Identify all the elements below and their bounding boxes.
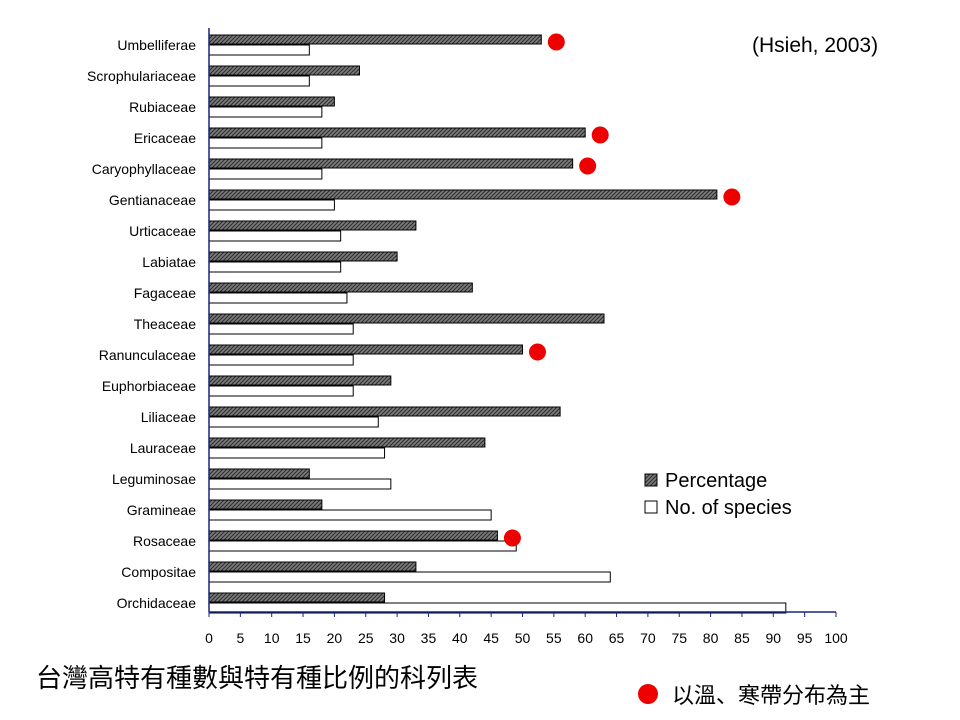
category-label-labiatae: Labiatae (142, 254, 196, 270)
legend-label-species: No. of species (665, 497, 792, 519)
bar-percentage-ranunculaceae (208, 344, 523, 355)
bar-percentage-urticaceae (208, 220, 417, 231)
category-label-caryophyllaceae: Caryophyllaceae (92, 161, 196, 177)
category-label-orchidaceae: Orchidaceae (117, 595, 197, 611)
chart-caption: 台灣高特有種數與特有種比例的科列表 (36, 664, 479, 694)
red-dot-icon (638, 684, 658, 704)
category-label-leguminosae: Leguminosae (112, 471, 196, 487)
category-label-rosaceae: Rosaceae (133, 533, 196, 549)
category-label-compositae: Compositae (121, 564, 196, 580)
bar-percentage-scrophulariaceae (208, 65, 360, 76)
bar-species-ericaceae (208, 137, 323, 149)
bar-species-lauraceae (208, 447, 386, 459)
bar-species-fagaceae (208, 292, 348, 304)
category-label-fagaceae: Fagaceae (134, 285, 196, 301)
marker-dot-ericaceae (591, 126, 609, 144)
category-label-umbelliferae: Umbelliferae (117, 37, 196, 53)
category-label-theaceae: Theaceae (134, 316, 196, 332)
bar-percentage-gentianaceae (208, 189, 718, 200)
x-tick-label-90: 90 (766, 630, 782, 646)
bar-percentage-fagaceae (208, 282, 473, 293)
x-tick-label-75: 75 (671, 630, 687, 646)
x-tick-label-0: 0 (205, 630, 213, 646)
bar-species-rosaceae (208, 540, 517, 552)
marker-note: 以溫、寒帶分布為主 (638, 678, 870, 710)
x-tick-label-85: 85 (734, 630, 750, 646)
category-label-urticaceae: Urticaceae (129, 223, 196, 239)
x-tick-label-40: 40 (452, 630, 468, 646)
bar-species-scrophulariaceae (208, 75, 310, 87)
bar-percentage-labiatae (208, 251, 398, 262)
bar-percentage-rubiaceae (208, 96, 335, 107)
category-label-ericaceae: Ericaceae (134, 130, 196, 146)
marker-note-text: 以溫、寒帶分布為主 (672, 684, 871, 709)
bar-percentage-caryophyllaceae (208, 158, 574, 169)
bar-species-theaceae (208, 323, 354, 335)
marker-dot-rosaceae (503, 529, 521, 547)
bar-species-ranunculaceae (208, 354, 354, 366)
marker-dot-caryophyllaceae (579, 157, 597, 175)
category-label-gentianaceae: Gentianaceae (109, 192, 196, 208)
x-tick-label-15: 15 (295, 630, 311, 646)
bar-percentage-theaceae (208, 313, 605, 324)
bar-species-gentianaceae (208, 199, 335, 211)
bar-species-compositae (208, 571, 611, 583)
category-label-scrophulariaceae: Scrophulariaceae (87, 68, 196, 84)
x-tick-label-55: 55 (546, 630, 562, 646)
bar-species-gramineae (208, 509, 492, 521)
bar-percentage-lauraceae (208, 437, 486, 448)
x-tick-label-20: 20 (327, 630, 343, 646)
x-tick-label-50: 50 (515, 630, 531, 646)
bar-percentage-euphorbiaceae (208, 375, 392, 386)
bar-species-labiatae (208, 261, 342, 273)
citation: (Hsieh, 2003) (752, 34, 879, 57)
category-label-euphorbiaceae: Euphorbiaceae (102, 378, 196, 394)
category-label-lauraceae: Lauraceae (130, 440, 196, 456)
bar-species-rubiaceae (208, 106, 323, 118)
bar-species-euphorbiaceae (208, 385, 354, 397)
bar-percentage-orchidaceae (208, 592, 386, 603)
bar-percentage-ericaceae (208, 127, 586, 138)
marker-dot-ranunculaceae (529, 343, 546, 361)
bar-species-caryophyllaceae (208, 168, 323, 180)
x-tick-label-60: 60 (577, 630, 593, 646)
x-tick-label-70: 70 (640, 630, 656, 646)
bar-percentage-umbelliferae (208, 34, 542, 45)
legend: Percentage No. of species (644, 470, 792, 519)
bar-species-urticaceae (208, 230, 342, 242)
x-tick-label-25: 25 (358, 630, 374, 646)
x-tick-label-30: 30 (389, 630, 405, 646)
bar-percentage-rosaceae (208, 530, 498, 541)
x-tick-label-35: 35 (421, 630, 437, 646)
category-label-rubiaceae: Rubiaceae (129, 99, 196, 115)
x-tick-label-100: 100 (824, 630, 848, 646)
x-tick-label-80: 80 (703, 630, 719, 646)
legend-swatch-species (644, 500, 658, 514)
bar-species-umbelliferae (208, 44, 310, 56)
bar-species-liliaceae (208, 416, 379, 428)
x-tick-label-95: 95 (797, 630, 813, 646)
bar-percentage-gramineae (208, 499, 323, 510)
legend-swatch-percentage (644, 473, 658, 487)
marker-dot-umbelliferae (547, 33, 565, 51)
category-label-ranunculaceae: Ranunculaceae (99, 347, 197, 363)
bar-percentage-compositae (208, 561, 417, 572)
bar-percentage-liliaceae (208, 406, 561, 417)
legend-label-percentage: Percentage (665, 470, 767, 492)
x-tick-label-65: 65 (609, 630, 625, 646)
bar-species-leguminosae (208, 478, 392, 490)
x-tick-label-45: 45 (483, 630, 499, 646)
category-label-liliaceae: Liliaceae (141, 409, 196, 425)
category-label-gramineae: Gramineae (127, 502, 196, 518)
bar-percentage-leguminosae (208, 468, 310, 479)
x-tick-label-5: 5 (236, 630, 244, 646)
x-tick-label-10: 10 (264, 630, 280, 646)
marker-dot-gentianaceae (723, 188, 741, 206)
